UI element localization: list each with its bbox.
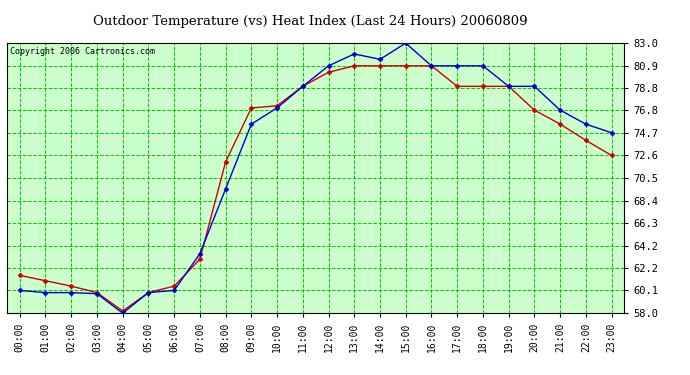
Text: Outdoor Temperature (vs) Heat Index (Last 24 Hours) 20060809: Outdoor Temperature (vs) Heat Index (Las…: [93, 15, 528, 28]
Text: Copyright 2006 Cartronics.com: Copyright 2006 Cartronics.com: [10, 47, 155, 56]
